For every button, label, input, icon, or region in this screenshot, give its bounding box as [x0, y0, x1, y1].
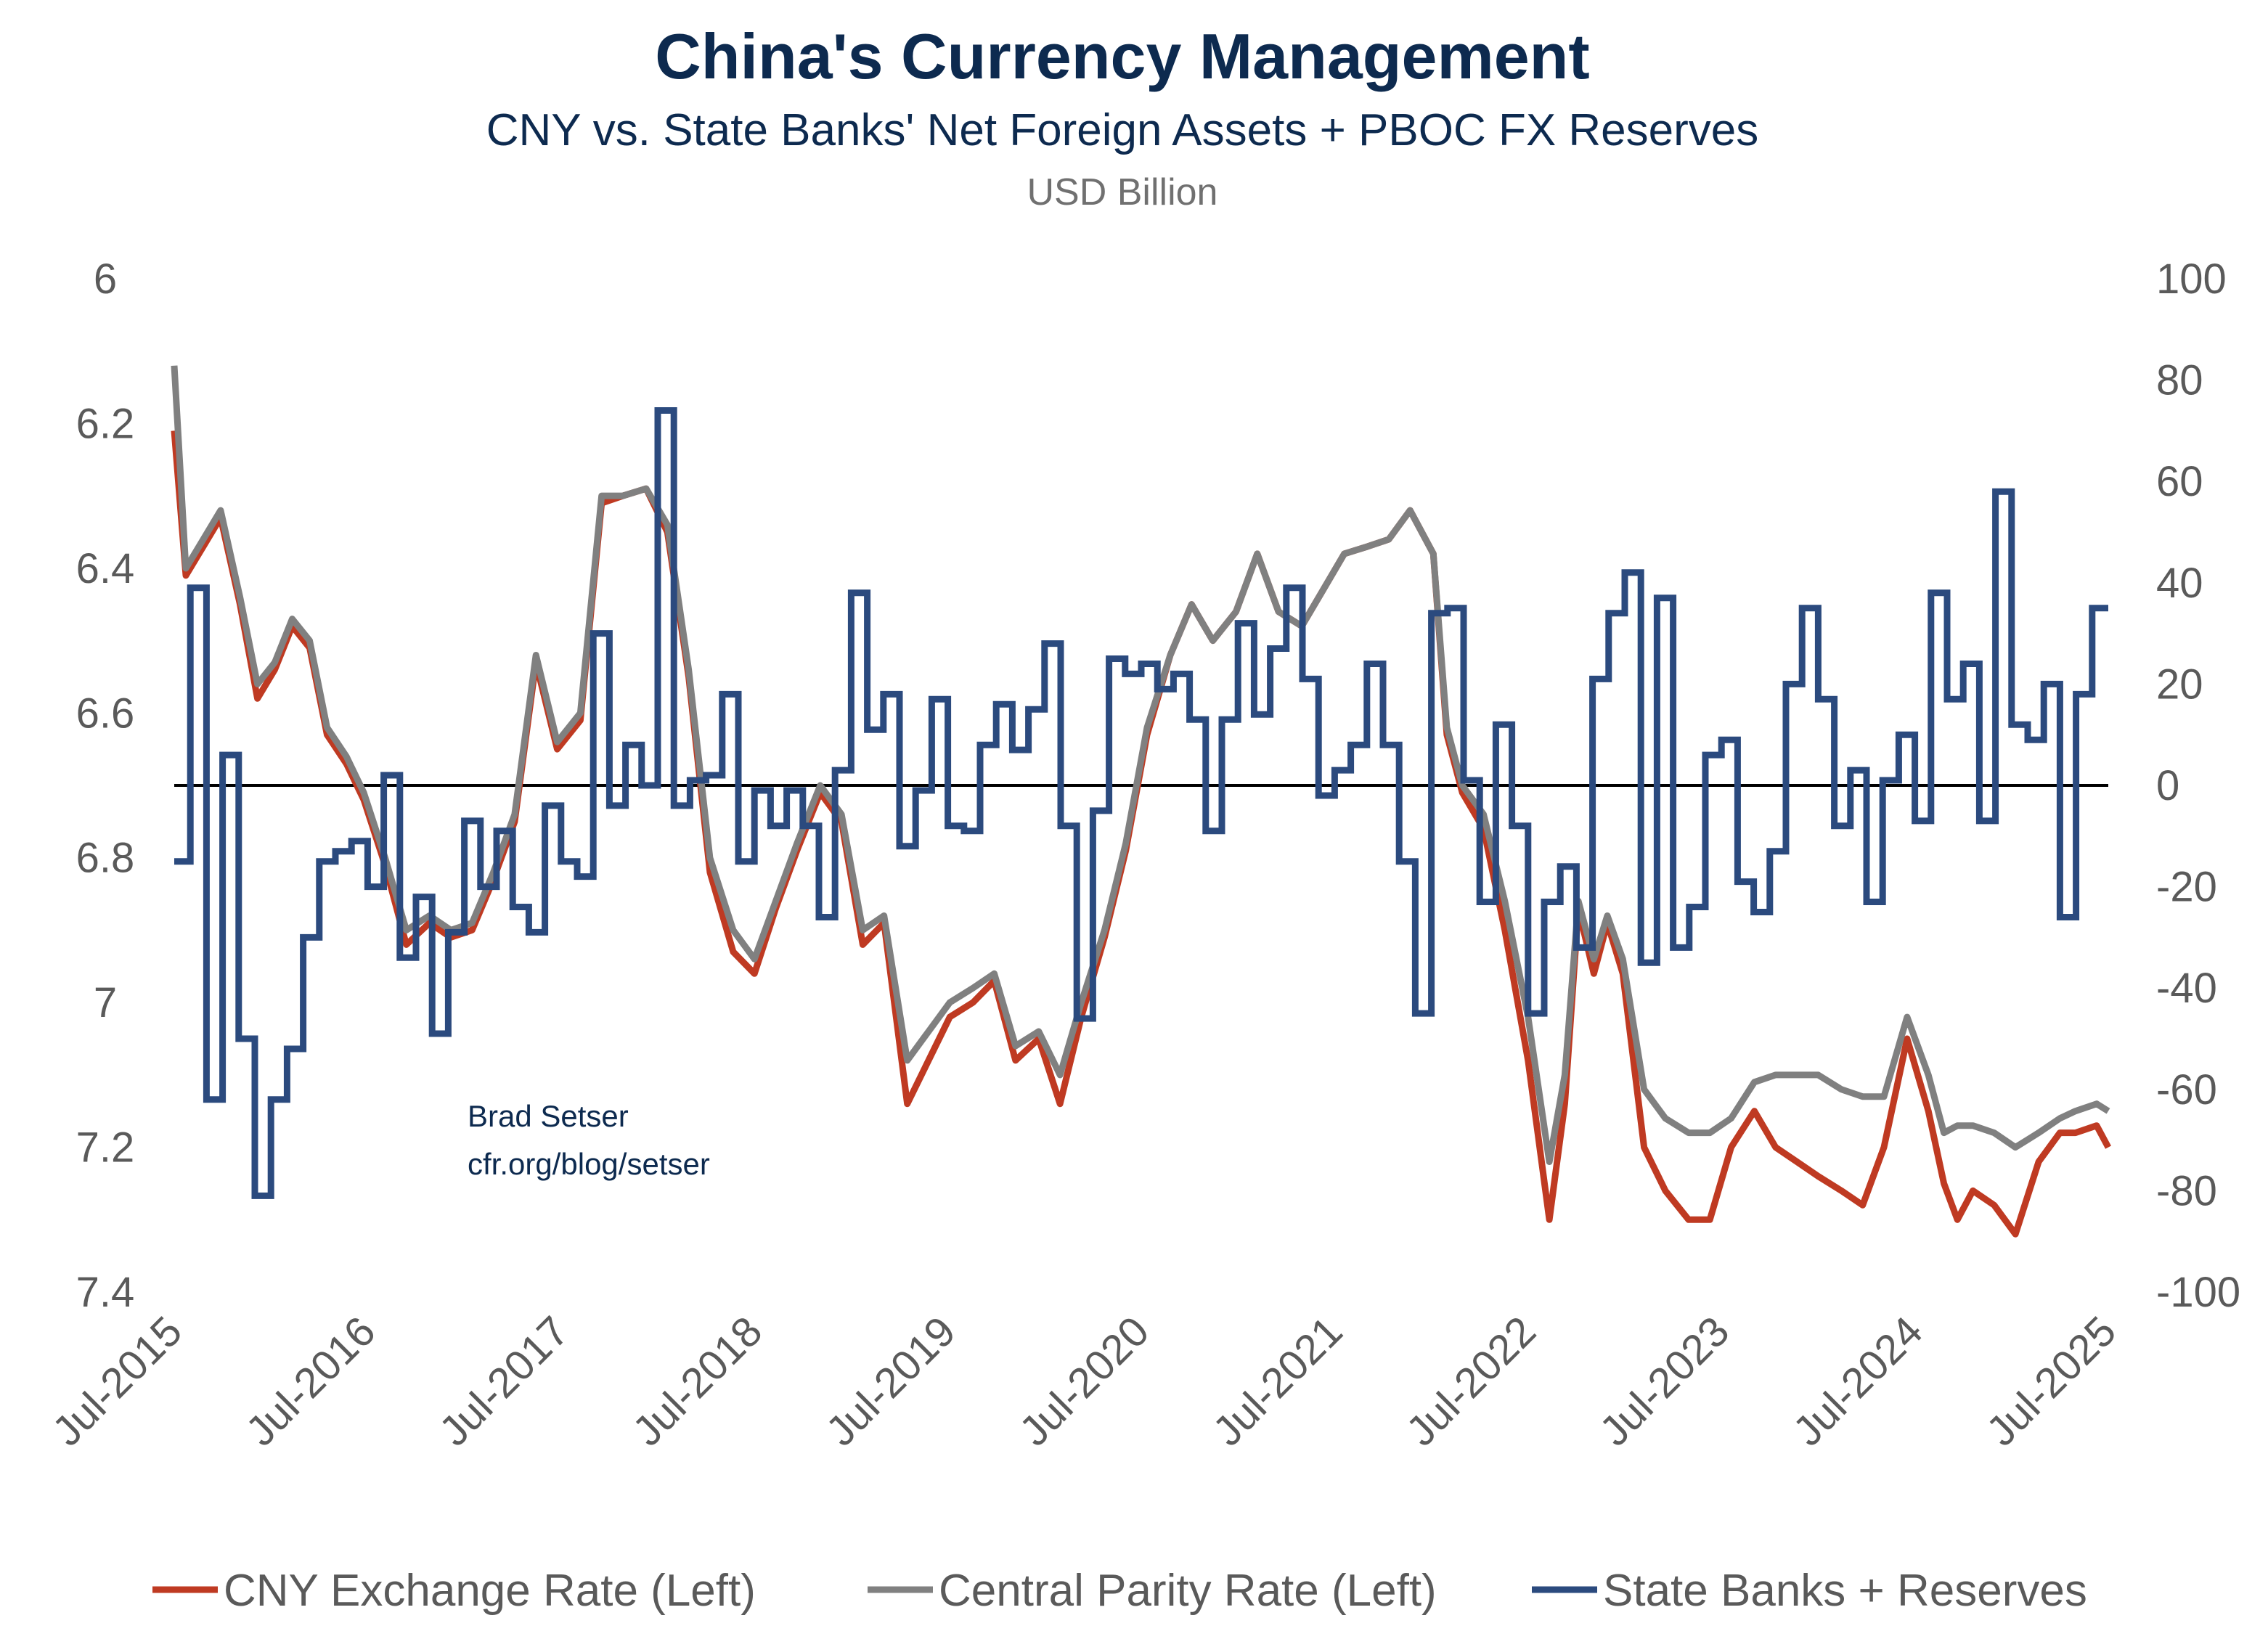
x-tick-label: Jul-2020 [1011, 1307, 1158, 1455]
x-tick-label: Jul-2025 [1978, 1307, 2125, 1455]
x-tick-label: Jul-2021 [1204, 1307, 1351, 1455]
chart-title: China's Currency Management [655, 20, 1589, 92]
legend-label-parity: Central Parity Rate (Left) [939, 1566, 1437, 1616]
right-tick-label: -60 [2156, 1066, 2217, 1113]
left-tick-label: 6.8 [76, 835, 135, 882]
source-note: cfr.org/blog/setser [468, 1147, 710, 1181]
left-tick-label: 6.2 [76, 400, 135, 447]
right-axis: 100 80 60 40 20 0 -20 -40 -60 -80 -100 [2156, 256, 2240, 1316]
left-axis: 6 6.2 6.4 6.6 6.8 7 7.2 7.4 [76, 256, 135, 1316]
author-note: Brad Setser [468, 1099, 629, 1133]
right-tick-label: -20 [2156, 864, 2217, 911]
right-tick-label: 40 [2156, 560, 2203, 607]
right-tick-label: 20 [2156, 661, 2203, 708]
right-tick-label: 0 [2156, 762, 2179, 809]
x-tick-label: Jul-2019 [817, 1307, 965, 1455]
x-tick-label: Jul-2016 [237, 1307, 384, 1455]
left-tick-label: 7.4 [76, 1269, 135, 1316]
x-axis: Jul-2015 Jul-2016 Jul-2017 Jul-2018 Jul-2019… [44, 1307, 2125, 1455]
x-tick-label: Jul-2024 [1784, 1307, 1932, 1455]
right-tick-label: -80 [2156, 1167, 2217, 1214]
x-tick-label: Jul-2023 [1591, 1307, 1738, 1455]
right-tick-label: -40 [2156, 965, 2217, 1012]
x-tick-label: Jul-2022 [1398, 1307, 1545, 1455]
chart-subtitle: CNY vs. State Banks' Net Foreign Assets … [486, 105, 1759, 155]
legend-label-banks: State Banks + Reserves [1603, 1566, 2087, 1616]
legend: CNY Exchange Rate (Left) Central Parity … [152, 1566, 2087, 1616]
left-tick-label: 6.6 [76, 690, 135, 737]
right-tick-label: 100 [2156, 256, 2227, 303]
right-tick-label: 60 [2156, 458, 2203, 505]
x-tick-label: Jul-2017 [431, 1307, 578, 1455]
right-tick-label: 80 [2156, 357, 2203, 404]
state-banks-reserves-line [174, 407, 2108, 1199]
x-tick-label: Jul-2015 [44, 1307, 191, 1455]
central-parity-rate-line [171, 365, 2110, 1165]
unit-label: USD Billion [1027, 171, 1218, 213]
left-tick-label: 6.4 [76, 545, 135, 592]
legend-label-cny: CNY Exchange Rate (Left) [224, 1566, 756, 1616]
x-tick-label: Jul-2018 [624, 1307, 771, 1455]
left-tick-label: 7 [94, 979, 117, 1026]
left-tick-label: 6 [94, 256, 117, 303]
left-tick-label: 7.2 [76, 1124, 135, 1172]
right-tick-label: -100 [2156, 1269, 2240, 1316]
